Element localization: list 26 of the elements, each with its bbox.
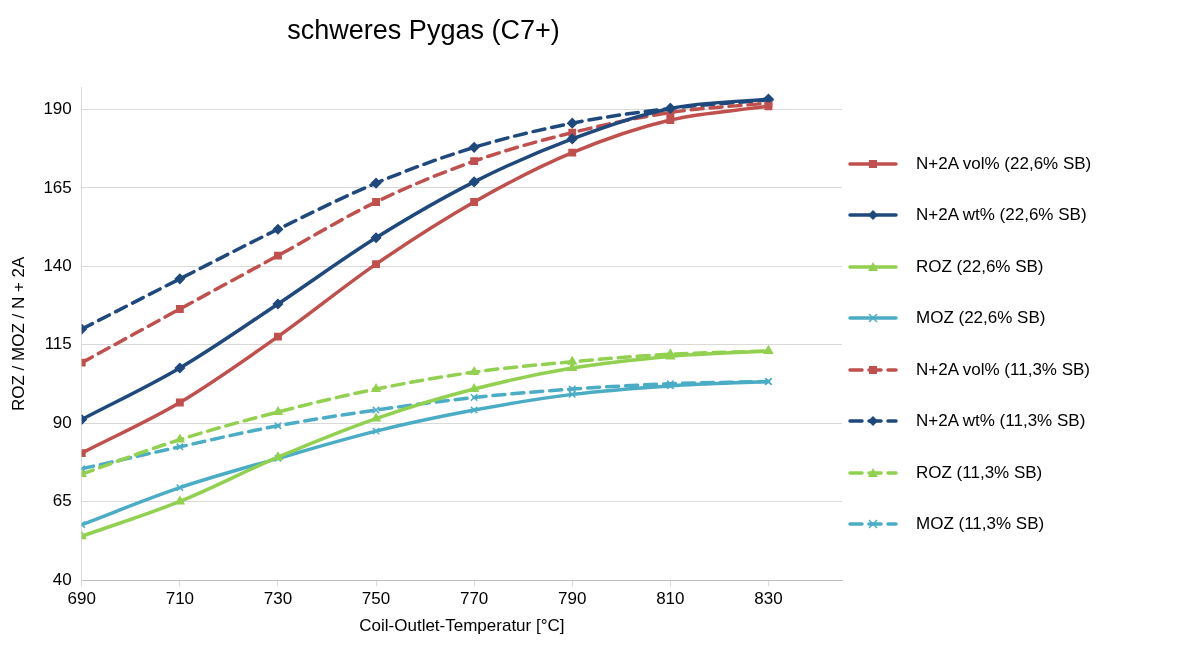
legend-label: N+2A wt% (22,6% SB) [916,205,1087,226]
legend-label: N+2A vol% (11,3% SB) [916,359,1091,380]
legend-label: N+2A wt% (11,3% SB) [916,411,1086,432]
y-tick-label: 190 [43,99,72,119]
y-axis-title: ROZ / MOZ / N + 2A [8,255,28,412]
x-tick-label: 690 [67,589,96,609]
x-tick-label: 710 [165,589,195,609]
x-tick-label: 790 [558,589,587,609]
legend-label: MOZ (11,3% SB) [916,514,1045,535]
y-tick-label: 115 [44,334,72,354]
y-tick-label: 40 [52,569,72,589]
x-axis-title: Coil-Outlet-Temperatur [°C] [359,616,565,636]
legend-label: ROZ (22,6% SB) [916,256,1044,277]
legend-label: ROZ (11,3% SB) [916,462,1043,483]
x-tick-label: 830 [754,589,783,609]
chart-title: schweres Pygas (C7+) [287,14,560,45]
x-tick-label: 750 [361,589,391,609]
x-tick-label: 810 [656,589,685,609]
legend-label: N+2A vol% (22,6% SB) [916,153,1092,174]
legend-label: MOZ (22,6% SB) [916,308,1046,329]
y-tick-label: 140 [43,256,72,275]
y-tick-label: 90 [52,412,72,432]
x-tick-label: 730 [263,589,293,609]
y-tick-label: 65 [52,491,72,511]
x-tick-label: 770 [459,589,489,609]
y-tick-label: 165 [43,177,72,197]
